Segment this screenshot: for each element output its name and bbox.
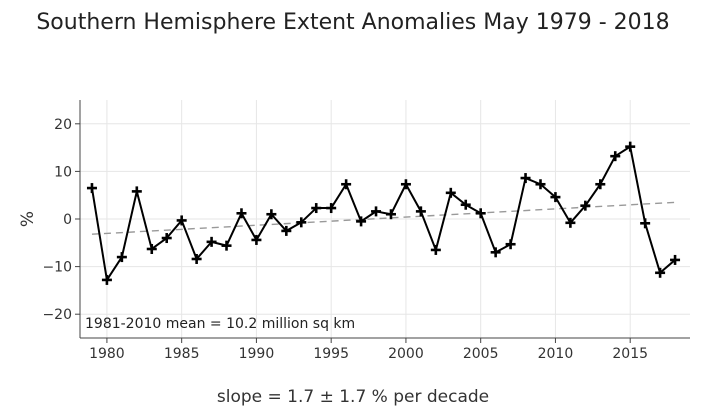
- data-point: [400, 179, 411, 190]
- data-point: [625, 141, 636, 152]
- data-point: [505, 239, 516, 250]
- data-point: [251, 234, 262, 245]
- data-point: [221, 240, 232, 251]
- trend-line: [91, 201, 676, 235]
- data-point: [236, 208, 247, 219]
- y-tick-label: 10: [54, 164, 72, 180]
- data-point: [296, 217, 307, 228]
- data-point: [430, 244, 441, 255]
- x-tick-label: 2015: [612, 346, 648, 362]
- x-tick-label: 1985: [164, 346, 200, 362]
- data-point: [146, 243, 157, 254]
- data-point: [281, 225, 292, 236]
- y-tick-label: 0: [63, 212, 72, 228]
- data-point: [371, 206, 382, 217]
- data-point: [131, 186, 142, 197]
- data-point: [490, 247, 501, 258]
- data-point: [520, 173, 531, 184]
- x-tick-label: 1990: [239, 346, 275, 362]
- grid-layer: [80, 100, 690, 338]
- data-point: [670, 254, 681, 265]
- data-point: [610, 151, 621, 162]
- data-point: [356, 216, 367, 227]
- data-point: [341, 179, 352, 190]
- data-point: [101, 274, 112, 285]
- data-point: [475, 208, 486, 219]
- x-tick-label: 1980: [89, 346, 125, 362]
- data-point: [550, 192, 561, 203]
- data-point: [415, 206, 426, 217]
- data-point: [206, 236, 217, 247]
- data-point: [86, 183, 97, 194]
- y-axis-label: %: [18, 211, 38, 227]
- data-point: [161, 233, 172, 244]
- data-point: [445, 187, 456, 198]
- chart-title: Southern Hemisphere Extent Anomalies May…: [36, 10, 670, 35]
- x-tick-label: 1995: [313, 346, 349, 362]
- x-tick-label: 2000: [388, 346, 424, 362]
- data-point: [460, 199, 471, 210]
- data-point: [595, 179, 606, 190]
- mean-annotation: 1981-2010 mean = 10.2 million sq km: [85, 316, 355, 332]
- data-point: [565, 217, 576, 228]
- tick-label-layer: −20 −10 0 10 20 1980 1985 1990 1995 2000 2005 2010 2…: [42, 117, 648, 362]
- data-point: [176, 215, 187, 226]
- data-point: [535, 179, 546, 190]
- trend-line-layer: [91, 201, 676, 235]
- x-tick-label: 2005: [463, 346, 499, 362]
- x-tick-label: 2010: [538, 346, 574, 362]
- y-tick-label: 20: [54, 117, 72, 133]
- y-tick-label: −20: [42, 307, 72, 323]
- data-point: [580, 200, 591, 211]
- data-point: [326, 203, 337, 214]
- series-layer: [86, 141, 681, 285]
- data-point: [385, 209, 396, 220]
- y-tick-label: −10: [42, 260, 72, 276]
- data-point: [116, 252, 127, 263]
- data-point: [191, 253, 202, 264]
- data-point: [655, 267, 666, 278]
- series-line: [90, 145, 676, 281]
- data-point: [266, 209, 277, 220]
- data-point: [640, 218, 651, 229]
- data-point: [311, 203, 322, 214]
- slope-annotation: slope = 1.7 ± 1.7 % per decade: [216, 387, 490, 407]
